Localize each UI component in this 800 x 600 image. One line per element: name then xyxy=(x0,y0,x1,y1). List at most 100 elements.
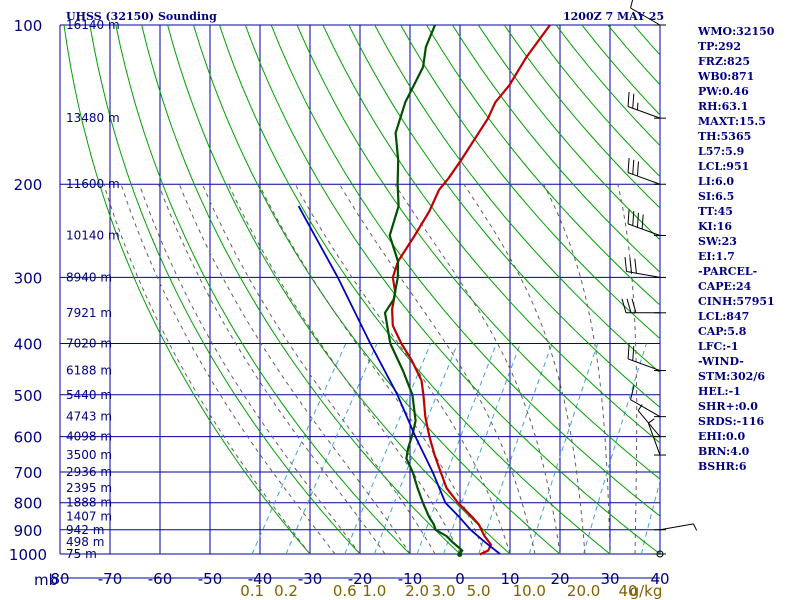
dry-adiabat-line xyxy=(63,25,311,555)
pressure-tick-label: 100 xyxy=(14,17,43,35)
station-title: UHSS (32150) Sounding xyxy=(66,10,217,23)
dry-adiabat-line xyxy=(89,25,361,555)
temperature-tick-label: 40 xyxy=(650,570,669,588)
mixing-ratio-tick-label: 0.2 xyxy=(274,582,298,600)
dry-adiabat-line xyxy=(167,25,511,555)
height-label: 16140 m xyxy=(66,18,120,32)
sounding-time: 1200Z 7 MAY 25 xyxy=(563,10,664,23)
stability-index-entry: WB0:871 xyxy=(697,70,754,83)
wind-barb-staff xyxy=(626,271,661,278)
mixing-ratio-tick-label: 0.1 xyxy=(240,582,264,600)
mixing-ratio-line xyxy=(373,343,459,555)
dry-adiabat-line xyxy=(270,25,660,517)
wind-barb-staff xyxy=(630,7,661,26)
height-label: 942 m xyxy=(66,523,104,537)
isobar-isotherm-grid xyxy=(59,24,661,579)
dry-adiabat-line xyxy=(296,25,660,480)
temperature-tick-label: -40 xyxy=(248,570,273,588)
height-label: 498 m xyxy=(66,535,104,549)
pressure-unit-label: mb xyxy=(34,571,58,589)
stability-index-entry: LCL:951 xyxy=(698,160,749,173)
parcel-path-line xyxy=(297,205,501,555)
mixing-ratio-tick-label: 2.0 xyxy=(405,582,429,600)
stability-index-entry: SW:23 xyxy=(698,235,737,248)
dry-adiabat-line xyxy=(218,25,611,555)
wind-barb-flag xyxy=(630,0,634,9)
mixing-ratio-line xyxy=(344,343,432,555)
wind-barb-flag xyxy=(632,93,635,109)
stability-index-entry: LCL:847 xyxy=(698,310,749,323)
wind-barb-flag xyxy=(624,256,628,272)
moist-adiabat-line xyxy=(339,183,536,555)
temperature-tick-label: -70 xyxy=(98,570,123,588)
wind-barb-half-flag xyxy=(637,404,643,411)
dry-adiabat-line xyxy=(374,25,660,374)
temperature-tick-label: 10 xyxy=(500,570,519,588)
wind-barb-half-flag xyxy=(648,418,655,424)
moist-adiabat-line xyxy=(394,183,561,555)
temperature-tick-label: -20 xyxy=(348,570,373,588)
pressure-tick-label: 600 xyxy=(14,429,43,447)
wind-barb-staff xyxy=(627,106,661,119)
stability-index-entry: TP:292 xyxy=(698,40,741,53)
moist-adiabat-line xyxy=(543,183,611,554)
wind-barb-flag xyxy=(632,159,635,175)
height-label: 5440 m xyxy=(66,388,112,402)
thermodynamic-background-lines xyxy=(63,25,660,555)
mixing-ratio-unit-label: g/kg xyxy=(630,582,663,600)
mixing-ratio-tick-label: 0.6 xyxy=(333,582,357,600)
moist-adiabat-line xyxy=(258,183,486,555)
stability-index-entry: LI:6.0 xyxy=(698,175,734,188)
sounding-profiles xyxy=(297,25,551,557)
moist-adiabat-line xyxy=(294,183,511,555)
temperature-tick-label: 20 xyxy=(550,570,569,588)
wind-barb-flag xyxy=(634,258,637,274)
pressure-tick-label: 500 xyxy=(14,387,43,405)
pressure-tick-label: 1000 xyxy=(9,546,47,564)
wind-barb-staff xyxy=(627,172,661,185)
wind-barb-flag xyxy=(636,161,639,177)
moist-adiabat-line xyxy=(138,184,361,555)
wind-barb-flag xyxy=(630,385,635,400)
stability-index-entry: L57:5.9 xyxy=(698,145,744,158)
height-label: 2395 m xyxy=(66,481,112,495)
wind-barb-staff xyxy=(627,358,661,372)
stability-index-entry: TH:5365 xyxy=(698,130,751,143)
mixing-ratio-tick-label: 3.0 xyxy=(432,582,456,600)
stability-index-entry: TT:45 xyxy=(698,205,733,218)
mixing-ratio-tick-label: 1.0 xyxy=(362,582,386,600)
height-label: 13480 m xyxy=(66,111,120,125)
temperature-profile-line xyxy=(390,25,551,556)
pressure-tick-label: 800 xyxy=(14,495,43,513)
moist-adiabat-line xyxy=(228,183,461,555)
wind-barb-half-flag xyxy=(636,102,639,110)
height-label: 7921 m xyxy=(66,306,112,320)
moist-adiabat-line xyxy=(103,184,311,555)
height-label: 10140 m xyxy=(66,229,120,243)
moist-adiabat-line xyxy=(201,183,436,555)
dewpoint-surface-marker xyxy=(457,551,463,557)
wind-barb-flag xyxy=(627,209,630,224)
mixing-ratio-tick-label: 40 xyxy=(618,582,637,600)
stability-index-entry: CAP:5.8 xyxy=(698,325,747,338)
wind-barb-flag xyxy=(627,344,630,359)
mixing-ratio-line xyxy=(251,343,347,555)
temperature-tick-label: -50 xyxy=(198,570,223,588)
wind-barb-flag xyxy=(632,346,635,361)
temperature-tick-label: -30 xyxy=(298,570,323,588)
dry-adiabat-line xyxy=(322,25,660,444)
temperature-tick-label: -10 xyxy=(398,570,423,588)
height-label: 1888 m xyxy=(66,496,112,510)
mixing-ratio-line xyxy=(285,343,378,555)
dry-adiabat-line xyxy=(426,25,660,306)
dewpoint-profile-line xyxy=(383,25,464,556)
height-label: 75 m xyxy=(66,547,97,561)
wind-barb-staff xyxy=(627,223,661,236)
mixing-ratio-line xyxy=(528,343,599,555)
stability-index-entry: RH:63.1 xyxy=(698,100,748,113)
stability-index-entry: SHR+:0.0 xyxy=(698,400,758,413)
mixing-ratio-tick-label: 20.0 xyxy=(567,582,600,600)
wind-barb-flag xyxy=(621,298,627,313)
stability-index-entry: MAXT:15.5 xyxy=(698,115,766,128)
